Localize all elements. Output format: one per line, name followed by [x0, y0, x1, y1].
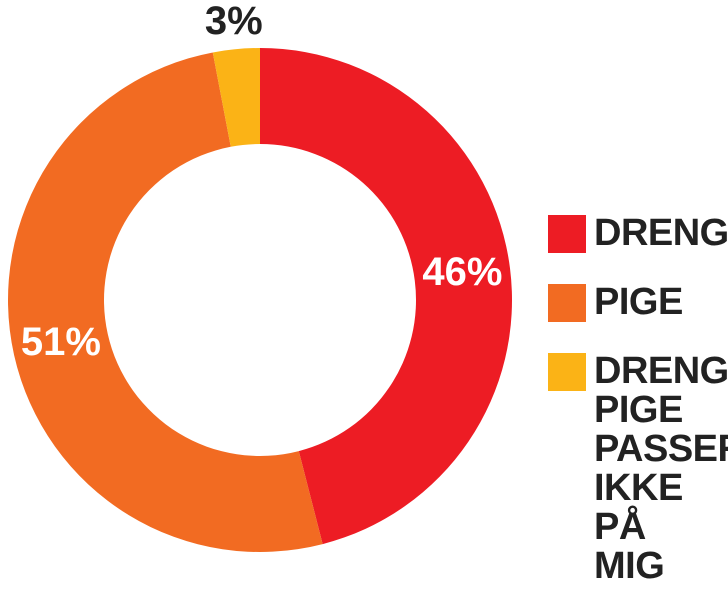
- legend-item-dreng: DRENG: [548, 212, 728, 254]
- legend-item-passer-ikke: DRENG/ PIGE PASSER IKKE PÅ MIG: [548, 350, 728, 587]
- legend-swatch-passer-ikke: [548, 353, 586, 391]
- slice-dreng: [260, 48, 513, 545]
- slice-label-pige: 51%: [21, 320, 101, 364]
- legend-item-pige: PIGE: [548, 283, 726, 322]
- slice-passer-ikke: [212, 48, 260, 147]
- slice-label-passer-ikke: 3%: [205, 0, 263, 43]
- slice-pige: [8, 52, 323, 552]
- legend-swatch-dreng: [548, 215, 586, 253]
- legend: DRENG PIGE DRENG/ PIGE PASSER IKKE PÅ MI…: [548, 212, 728, 587]
- legend-label-dreng: DRENG: [594, 212, 728, 254]
- legend-swatch-pige: [548, 284, 586, 322]
- legend-label-passer-ikke: DRENG/ PIGE PASSER IKKE PÅ MIG: [594, 350, 728, 587]
- slice-label-dreng: 46%: [422, 250, 502, 294]
- legend-label-pige: PIGE: [594, 281, 683, 323]
